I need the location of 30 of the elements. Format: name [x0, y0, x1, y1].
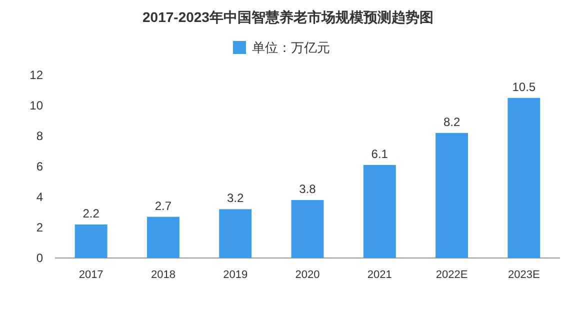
y-tick-label: 6	[36, 160, 44, 174]
x-tick-label: 2021	[367, 269, 392, 281]
x-tick-label: 2023E	[508, 269, 540, 281]
bar	[508, 98, 540, 258]
data-label: 6.1	[371, 146, 388, 161]
x-tick-label: 2022E	[436, 269, 468, 281]
chart-title: 2017-2023年中国智慧养老市场规模预测趋势图	[142, 9, 434, 25]
bar	[146, 216, 180, 258]
bar	[291, 200, 324, 258]
x-tick-label: 2019	[223, 269, 248, 281]
y-tick-label: 4	[36, 190, 44, 204]
data-label: 10.5	[512, 80, 536, 94]
y-tick-label: 2	[36, 220, 44, 234]
data-label: 3.2	[227, 191, 244, 206]
bar	[219, 209, 252, 258]
data-label: 3.8	[299, 182, 316, 196]
data-label: 8.2	[443, 114, 460, 129]
bar	[436, 132, 468, 258]
y-tick-label: 12	[30, 68, 44, 82]
legend-label: 单位：万亿元	[252, 40, 330, 55]
bar	[74, 224, 108, 258]
y-tick-label: 8	[36, 129, 44, 143]
x-tick-label: 2020	[295, 269, 320, 281]
x-tick-label: 2017	[78, 269, 104, 281]
bar	[363, 164, 396, 258]
data-label: 2.2	[82, 206, 100, 220]
x-tick-label: 2018	[150, 269, 176, 281]
data-label: 2.7	[154, 198, 172, 213]
y-tick-label: 0	[36, 251, 44, 265]
y-tick-label: 10	[30, 98, 44, 112]
